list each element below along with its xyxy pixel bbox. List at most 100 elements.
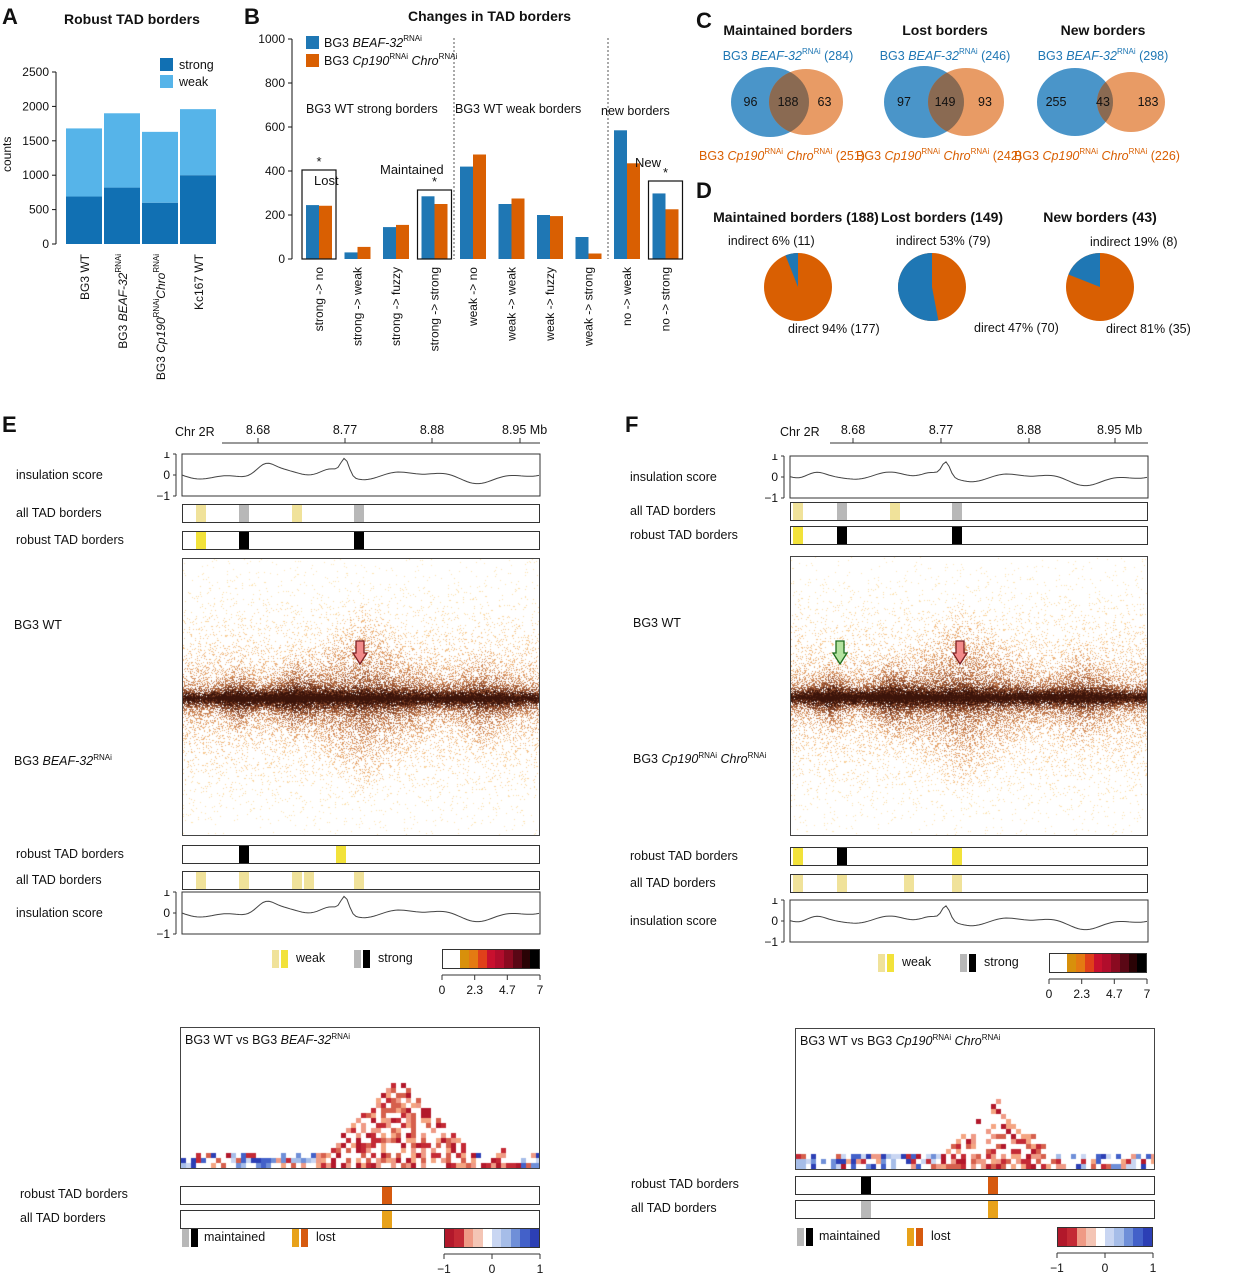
box-label: New — [635, 155, 662, 170]
y-tick-label: 1000 — [258, 32, 285, 46]
coord-tick-label: 8.88 — [1017, 423, 1041, 437]
insulation-frame — [789, 455, 1149, 499]
insulation-tick-label: −1 — [764, 491, 778, 504]
insulation-track-top: 1 0 −1 insulation score — [630, 454, 1149, 504]
pie-direct-label: direct 94% (177) — [788, 322, 880, 336]
colorbar-cell — [520, 1229, 530, 1247]
x-label: weak -> no — [466, 267, 480, 327]
coord-tick-label: 8.77 — [333, 423, 357, 437]
y-tick-label: 200 — [265, 208, 285, 222]
colorbar-cell — [1105, 1228, 1115, 1246]
legend-label: weak — [178, 75, 209, 89]
venn-mid-count: 188 — [778, 95, 799, 109]
colorbar-cell — [1050, 954, 1059, 972]
border-mark — [239, 872, 249, 889]
robust-tad-borders-top-label: robust TAD borders — [630, 528, 738, 542]
panel-d-pies: Maintained borders (188) indirect 6% (11)… — [700, 200, 1245, 350]
legend-lost-light — [292, 1229, 299, 1247]
y-tick-label: 800 — [265, 76, 285, 90]
x-label: BG3 Cp190RNAiChroRNAi — [152, 254, 168, 380]
insulation-label: insulation score — [630, 470, 717, 484]
bar — [627, 163, 640, 259]
colorbar-cell — [1095, 1228, 1106, 1246]
border-mark — [292, 505, 302, 522]
border-mark — [239, 505, 249, 522]
legend-lost-light — [907, 1228, 914, 1246]
colorbar-cell — [495, 950, 505, 968]
coord-axis: Chr 2R 8.68 8.77 8.88 8.95 Mb — [175, 423, 547, 444]
x-tick-label: BG3 WT — [78, 253, 92, 300]
bar — [357, 246, 371, 259]
all-tad-borders-bottom-label: all TAD borders — [16, 873, 102, 887]
bar — [588, 253, 602, 259]
sample-top-label: BG3 WT — [633, 616, 681, 630]
heat-colorbar — [1049, 953, 1147, 973]
diff-all-tad-borders-label: all TAD borders — [631, 1201, 717, 1215]
diff-colorbar-axis: −1 0 1 — [1050, 1252, 1157, 1275]
insulation-tick-label: 1 — [163, 452, 170, 461]
significance-star: * — [316, 154, 321, 169]
colorbar-axis: 0 2.3 4.7 7 — [439, 974, 544, 997]
venn-top-label: BG3 BEAF-32RNAi (246) — [880, 47, 1011, 63]
colorbar-cell — [469, 950, 478, 968]
insulation-label: insulation score — [16, 906, 103, 920]
x-label: strong -> strong — [428, 267, 442, 351]
sample-top-label: BG3 WT — [14, 618, 62, 632]
x-label: no -> weak — [620, 266, 634, 326]
pie-direct-label: direct 81% (35) — [1106, 322, 1191, 336]
colorbar-cell — [1084, 954, 1094, 972]
venn-bottom-label: BG3 Cp190RNAi ChroRNAi (251) — [700, 147, 865, 163]
border-mark — [382, 1211, 392, 1228]
colorbar-cell — [1058, 1228, 1068, 1246]
x-tick-label: no -> weak — [620, 266, 634, 326]
insulation-line — [181, 895, 540, 923]
legend-swatch — [160, 58, 173, 71]
border-mark — [793, 848, 803, 865]
diff-heatmap: BG3 WT vs BG3 Cp190RNAi ChroRNAi — [795, 1028, 1155, 1170]
colorbar-cell — [486, 950, 496, 968]
all-tad-borders-bottom — [790, 874, 1148, 893]
diff-axis-tick-label: 0 — [489, 1262, 496, 1276]
panel-a-chart: 2500 2000 1500 1000 500 0 counts strong weak BG3 … — [0, 58, 216, 380]
border-mark — [952, 848, 962, 865]
venn-left-count: 97 — [897, 95, 911, 109]
panel-e-letter: E — [2, 412, 17, 437]
x-label: strong -> fuzzy — [389, 267, 403, 346]
legend-weak-light — [272, 950, 279, 968]
insulation-track-top: 1 0 −1 insulation score — [16, 452, 541, 502]
x-tick-label: weak -> strong — [582, 267, 596, 347]
coord-axis: Chr 2R 8.68 8.77 8.88 8.95 Mb — [780, 423, 1148, 444]
coord-tick-label: 8.77 — [929, 423, 953, 437]
diff-axis-tick-label: 1 — [537, 1262, 544, 1276]
diff-all-tad-borders — [795, 1200, 1155, 1219]
bar-strong — [180, 175, 216, 244]
venn-bottom-label: BG3 Cp190RNAi ChroRNAi (226) — [1014, 147, 1180, 163]
panel-d-letter: D — [696, 178, 712, 203]
venn-circle-right — [1097, 72, 1165, 132]
bar-weak — [66, 128, 102, 197]
colorbar-cell — [1128, 954, 1138, 972]
bar — [319, 205, 332, 259]
y-tick-label: 2000 — [22, 99, 49, 113]
border-mark — [354, 532, 364, 549]
robust-tad-borders-top — [182, 531, 540, 550]
border-mark — [904, 875, 914, 892]
legend-maintained-light — [182, 1229, 189, 1247]
pie-indirect-label: indirect 53% (79) — [896, 234, 991, 248]
insulation-label: insulation score — [16, 468, 103, 482]
y-tick-label: 600 — [265, 120, 285, 134]
insulation-frame — [181, 891, 541, 935]
diff-axis-tick-label: −1 — [1050, 1261, 1064, 1275]
panel-c-venns: Maintained borders BG3 BEAF-32RNAi (284) 9… — [699, 18, 1245, 178]
colorbar-tick-label: 7 — [1144, 987, 1151, 1001]
border-mark — [196, 872, 206, 889]
insulation-frame — [181, 453, 541, 497]
venn-title: Maintained borders — [723, 22, 852, 38]
venn-mid-count: 149 — [935, 95, 956, 109]
legend-weak-label: weak — [902, 955, 932, 969]
venn-right-count: 63 — [818, 95, 832, 109]
bar — [614, 130, 627, 259]
insulation-tick-label: 0 — [771, 470, 778, 484]
colorbar-cell — [1119, 954, 1129, 972]
border-mark — [793, 875, 803, 892]
